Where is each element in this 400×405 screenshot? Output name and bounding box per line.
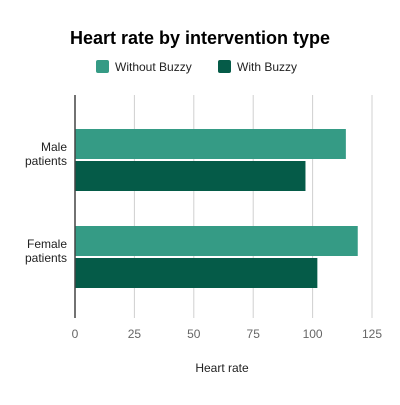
category-label-line: Male (41, 140, 67, 154)
category-label-line: Female (27, 237, 67, 251)
bar-2-series-1 (75, 226, 358, 256)
x-tick-label-50: 50 (187, 327, 201, 341)
bar-2-series-2 (75, 258, 318, 288)
x-tick-label-75: 75 (247, 327, 261, 341)
legend-label-1: Without Buzzy (115, 60, 192, 74)
x-tick-labels: 0 25 50 75 100 125 (72, 327, 383, 341)
category-label-2: Female patients (25, 237, 67, 265)
bar-1-series-1 (75, 129, 346, 159)
bars (75, 129, 358, 288)
category-label-1: Male patients (25, 140, 67, 168)
x-tick-label-25: 25 (128, 327, 142, 341)
legend: Without Buzzy With Buzzy (96, 60, 297, 74)
x-axis-label: Heart rate (195, 361, 249, 375)
legend-label-2: With Buzzy (237, 60, 297, 74)
legend-swatch-1 (96, 60, 109, 73)
category-label-line: patients (25, 251, 67, 265)
legend-swatch-2 (218, 60, 231, 73)
chart-title: Heart rate by intervention type (70, 28, 330, 48)
x-tick-label-0: 0 (72, 327, 79, 341)
bar-1-series-2 (75, 161, 306, 191)
category-label-line: patients (25, 154, 67, 168)
x-tick-label-100: 100 (303, 327, 323, 341)
x-tick-label-125: 125 (362, 327, 382, 341)
